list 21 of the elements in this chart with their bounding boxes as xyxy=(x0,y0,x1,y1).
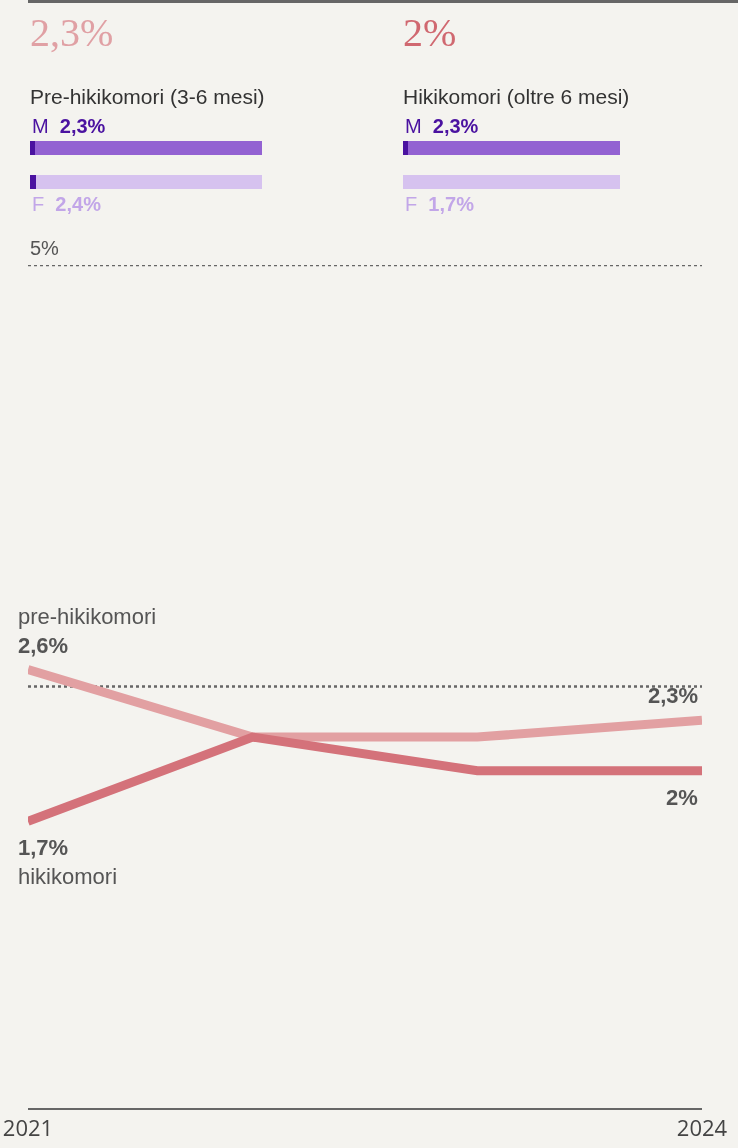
data-label: 2,3% xyxy=(648,683,699,708)
ref-line-label: 5% xyxy=(30,237,60,259)
data-label: 2% xyxy=(666,785,698,810)
category-label: M xyxy=(405,115,422,137)
data-label: 2,6% xyxy=(18,632,69,658)
x-tick-label: 2024 xyxy=(676,1112,728,1143)
series-label: hikikomori xyxy=(18,863,118,889)
series-label: pre-hikikomori xyxy=(18,604,157,629)
data-label: 2,3% xyxy=(59,115,106,137)
chart-title: 2% xyxy=(403,10,457,56)
x-tick-label: 2021 xyxy=(2,1112,54,1143)
data-label: 2,4% xyxy=(55,193,102,215)
chart-subtitle: Hikikomori (oltre 6 mesi) xyxy=(403,84,630,108)
category-label: F xyxy=(405,193,418,215)
category-label: F xyxy=(32,193,45,215)
chart-title: 2,3% xyxy=(30,10,114,56)
chart-subtitle: Pre-hikikomori (3-6 mesi) xyxy=(30,84,265,108)
data-label: 1,7% xyxy=(18,835,69,860)
data-label: 2,3% xyxy=(432,115,479,137)
data-label: 1,7% xyxy=(428,193,475,215)
category-label: M xyxy=(32,115,49,137)
